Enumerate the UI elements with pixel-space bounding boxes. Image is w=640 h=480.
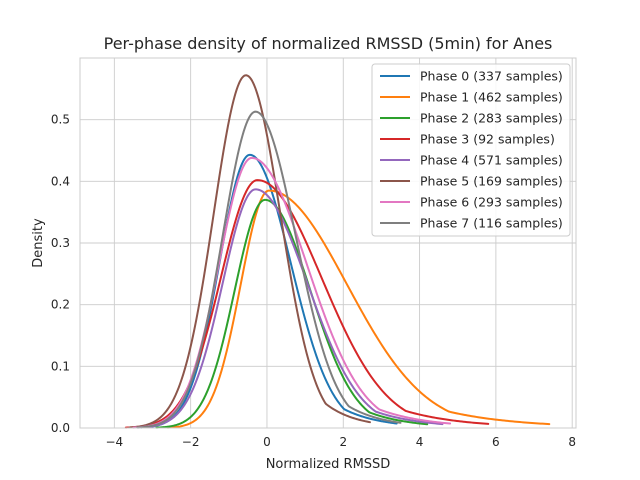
density-curves <box>124 74 551 429</box>
legend-entry: Phase 2 (283 samples) <box>420 111 563 126</box>
legend-entry: Phase 7 (116 samples) <box>420 216 563 231</box>
x-axis-label: Normalized RMSSD <box>266 457 391 472</box>
density-curve-phase-7 <box>136 110 402 429</box>
legend-entry: Phase 0 (337 samples) <box>420 69 563 84</box>
legend-entry: Phase 1 (462 samples) <box>420 90 563 105</box>
x-tick-label: 4 <box>416 435 424 449</box>
y-tick-label: 0.5 <box>51 113 70 127</box>
plot-frame <box>79 57 577 429</box>
legend-entry: Phase 3 (92 samples) <box>420 132 555 147</box>
x-tick-label: 2 <box>339 435 347 449</box>
x-tick-label: −2 <box>182 435 200 449</box>
density-curve-phase-5 <box>128 74 371 429</box>
legend-entry: Phase 6 (293 samples) <box>420 195 563 210</box>
y-tick-label: 0.4 <box>51 174 70 188</box>
legend-box <box>371 63 571 237</box>
density-curve-phase-1 <box>166 189 551 429</box>
density-curve-phase-4 <box>136 188 444 429</box>
density-curve-phase-2 <box>155 198 429 429</box>
y-tick-label: 0.1 <box>51 359 70 373</box>
legend-entry: Phase 4 (571 samples) <box>420 153 563 168</box>
y-ticks: 0.0 0.1 0.2 0.3 0.4 0.5 <box>51 113 70 435</box>
legend: Phase 0 (337 samples) Phase 1 (462 sample… <box>371 63 571 237</box>
chart-title: Per-phase density of normalized RMSSD (5… <box>104 34 553 53</box>
y-axis-label: Density <box>31 218 46 268</box>
y-tick-label: 0.0 <box>51 421 70 435</box>
legend-entry: Phase 5 (169 samples) <box>420 174 563 189</box>
x-tick-label: 0 <box>263 435 271 449</box>
x-ticks: −4 −2 0 2 4 6 8 <box>105 435 576 449</box>
x-tick-label: 8 <box>568 435 576 449</box>
y-tick-label: 0.2 <box>51 298 70 312</box>
y-tick-label: 0.3 <box>51 236 70 250</box>
x-tick-label: 6 <box>492 435 500 449</box>
x-tick-label: −4 <box>105 435 123 449</box>
